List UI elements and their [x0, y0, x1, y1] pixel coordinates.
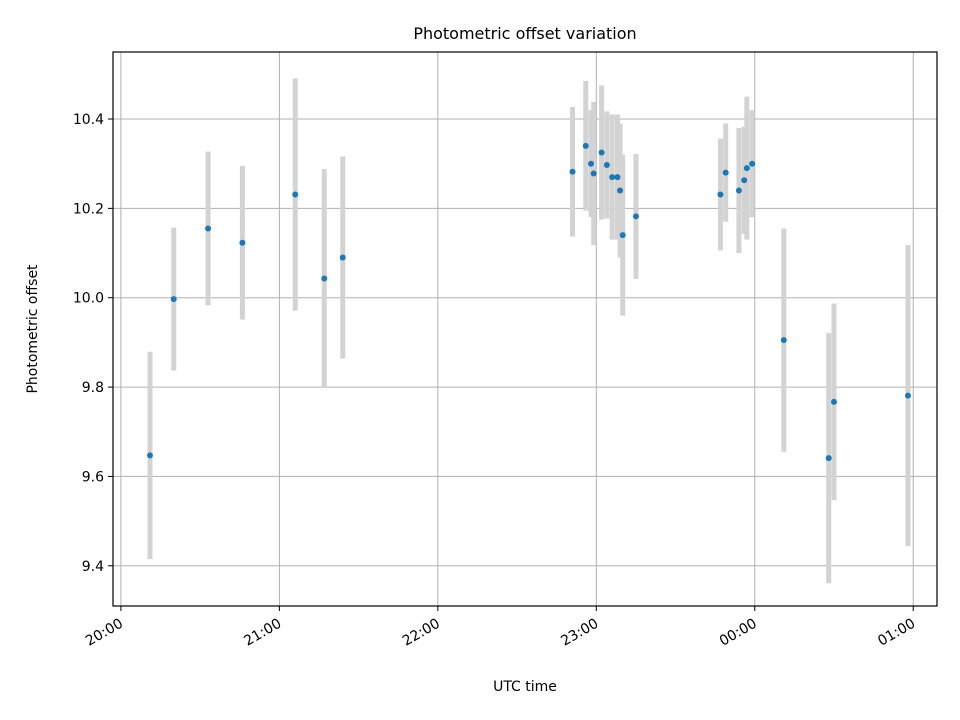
data-point [722, 169, 729, 176]
data-point [619, 232, 626, 239]
data-point [239, 239, 246, 246]
data-point [598, 149, 605, 156]
y-tick-label: 10.0 [73, 291, 104, 307]
x-axis-label: UTC time [493, 679, 557, 695]
data-point [588, 160, 595, 167]
plot-frame [112, 51, 938, 607]
y-tick-label: 9.4 [82, 559, 104, 575]
data-point [831, 398, 837, 405]
data-point [569, 168, 576, 175]
data-point [735, 187, 742, 194]
y-tick-label: 9.6 [82, 469, 104, 485]
data-point [749, 160, 756, 167]
y-tick-label: 10.2 [73, 201, 104, 217]
data-point [292, 191, 299, 198]
data-points [146, 142, 911, 462]
data-point [321, 275, 328, 282]
y-axis-label: Photometric offset [25, 264, 41, 394]
plot-area [113, 52, 937, 606]
data-point [590, 170, 597, 177]
data-point [146, 452, 153, 459]
data-point [339, 254, 346, 261]
data-point [582, 142, 589, 149]
data-point [603, 162, 610, 169]
data-point [741, 177, 748, 184]
data-point [825, 455, 832, 462]
data-point [904, 392, 911, 399]
y-tick-label: 10.4 [73, 112, 104, 128]
data-point [632, 213, 639, 220]
data-point [205, 225, 212, 232]
data-point [614, 174, 621, 181]
data-point [743, 165, 750, 172]
grid-lines [113, 52, 937, 606]
data-point [609, 174, 616, 181]
chart-title: Photometric offset variation [413, 24, 636, 43]
y-tick-label: 9.8 [82, 380, 104, 396]
data-point [617, 187, 624, 194]
data-point [717, 191, 724, 198]
data-point [780, 337, 787, 344]
data-point [170, 296, 177, 303]
y-axis-ticks: 9.4 9.6 9.8 10.0 10.2 10.4 [73, 112, 113, 575]
